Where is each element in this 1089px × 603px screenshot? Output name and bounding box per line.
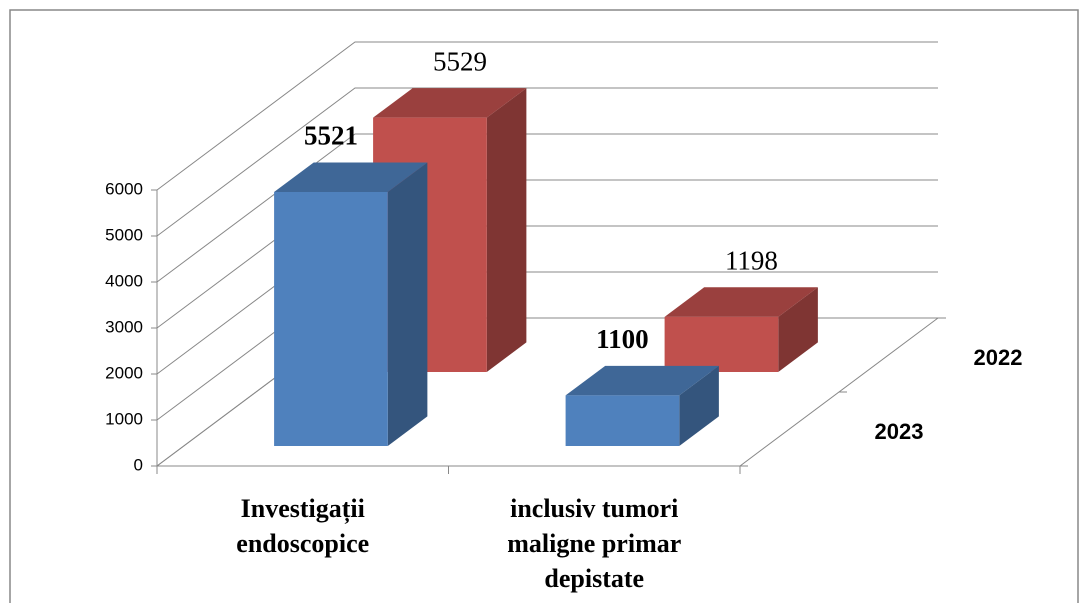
y-tick-label: 1000 — [105, 409, 143, 428]
value-label: 5529 — [433, 46, 487, 76]
y-tick-label: 4000 — [105, 271, 143, 290]
y-tick-label: 0 — [134, 455, 143, 474]
y-tick-label: 3000 — [105, 317, 143, 336]
y-tick-label: 5000 — [105, 225, 143, 244]
grid-line — [156, 133, 938, 283]
value-label: 1100 — [596, 324, 649, 354]
chart-border — [9, 9, 1079, 603]
value-label: 1198 — [725, 246, 778, 276]
bar-top — [664, 287, 818, 317]
value-label: 5521 — [304, 121, 358, 151]
bar — [274, 162, 428, 447]
bar-side — [679, 365, 719, 447]
x-tick-label: inclusiv tumori maligne primar depistate — [507, 494, 682, 593]
y-tick-label: 6000 — [105, 179, 143, 198]
y-tick-label: 2000 — [105, 363, 143, 382]
grid-line — [156, 87, 938, 237]
bar-front — [565, 395, 680, 447]
series-label: 2022 — [974, 345, 1023, 370]
grid-line — [156, 41, 938, 191]
bar-front — [274, 192, 388, 447]
bar-front — [664, 316, 779, 373]
bar-top — [373, 88, 527, 118]
bar-side — [486, 88, 527, 373]
x-tick-label: Investigații endoscopice — [236, 494, 370, 558]
bar — [664, 287, 818, 373]
bar — [565, 365, 719, 447]
series-label: 2023 — [875, 419, 924, 444]
bar-top — [565, 365, 719, 396]
bar-side — [778, 287, 818, 373]
bar-top — [274, 162, 428, 193]
bar-side — [387, 162, 428, 447]
